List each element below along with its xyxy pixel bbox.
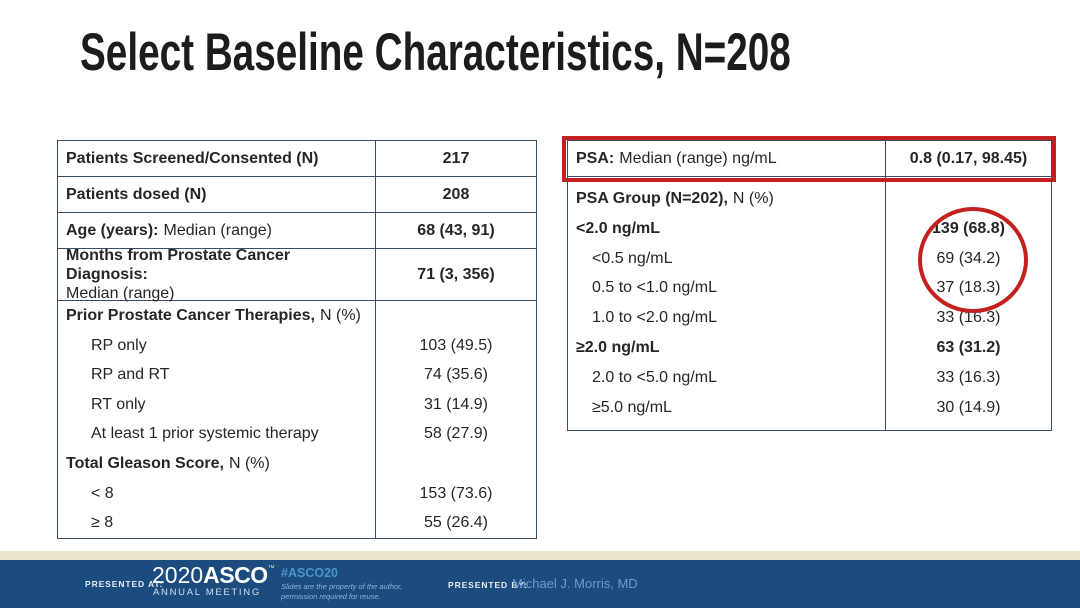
asco-logo-name: ASCO	[203, 562, 268, 588]
table-row-patients-screened: Patients Screened/Consented (N) 217	[58, 141, 536, 177]
item-label: At least 1 prior systemic therapy	[91, 425, 319, 443]
presented-at-label: PRESENTED AT:	[85, 579, 164, 589]
section-labels: PSA Group (N=202), N (%) <2.0 ng/mL <0.5 …	[568, 177, 886, 430]
disclaimer-line: permission required for reuse.	[281, 591, 381, 601]
item-value: 55 (26.4)	[423, 514, 489, 532]
table-row-psa-groups: PSA Group (N=202), N (%) <2.0 ng/mL <0.5 …	[568, 177, 1051, 430]
row-label: Months from Prostate Cancer Diagnosis: M…	[58, 247, 376, 302]
group-label: <2.0 ng/mL	[576, 219, 661, 237]
row-label: Age (years): Median (range)	[58, 213, 376, 248]
item-label: ≥ 8	[91, 514, 114, 532]
row-label-suffix: Median (range)	[163, 221, 272, 239]
presented-by-label: PRESENTED BY:	[448, 580, 529, 590]
item-label: RP only	[91, 336, 147, 354]
table-row-months-from-diagnosis: Months from Prostate Cancer Diagnosis: M…	[58, 247, 536, 302]
table-row-patients-dosed: Patients dosed (N) 208	[58, 177, 536, 213]
item-label: ≥5.0 ng/mL	[592, 398, 672, 416]
item-value: 58 (27.9)	[423, 425, 489, 443]
asco-logo-trademark: ™	[267, 565, 275, 572]
item-value: 153 (73.6)	[419, 484, 493, 502]
presenter-name: Michael J. Morris, MD	[512, 576, 638, 591]
hashtag-text: #ASCO20	[281, 566, 338, 580]
group-value: 139 (68.8)	[932, 219, 1005, 237]
footer-bar	[0, 560, 1080, 608]
row-label-suffix: Median (range)	[66, 285, 175, 302]
row-label-text: Patients dosed (N)	[66, 185, 207, 203]
row-value: 71 (3, 356)	[417, 265, 495, 283]
footer-cream-band	[0, 551, 1080, 560]
row-label: Patients dosed (N)	[58, 177, 376, 212]
item-value: 103 (49.5)	[419, 336, 493, 354]
item-value: 33 (16.3)	[936, 368, 1001, 386]
row-label-text: Patients Screened/Consented (N)	[66, 149, 319, 167]
item-value: 69 (34.2)	[936, 249, 1001, 267]
disclaimer-line: Slides are the property of the author,	[281, 582, 403, 591]
table-row-age: Age (years): Median (range) 68 (43, 91)	[58, 213, 536, 249]
item-label: 1.0 to <2.0 ng/mL	[592, 309, 717, 327]
section-labels: Prior Prostate Cancer Therapies, N (%) RP…	[58, 301, 376, 538]
item-label: 0.5 to <1.0 ng/mL	[592, 279, 717, 297]
table-row-therapies-gleason: Prior Prostate Cancer Therapies, N (%) RP…	[58, 301, 536, 538]
row-value: 68 (43, 91)	[417, 221, 495, 239]
section-header: Total Gleason Score, N (%)	[66, 454, 270, 472]
item-value: 37 (18.3)	[936, 279, 1001, 297]
item-value: 30 (14.9)	[936, 398, 1001, 416]
asco-logo-subtitle: ANNUAL MEETING	[153, 587, 261, 598]
asco-logo: 2020ASCO™	[152, 562, 275, 588]
item-label: RP and RT	[91, 366, 170, 384]
row-value: 0.8 (0.17, 98.45)	[909, 149, 1028, 167]
item-value: 33 (16.3)	[936, 309, 1001, 327]
section-values: 103 (49.5) 74 (35.6) 31 (14.9) 58 (27.9)…	[376, 301, 536, 538]
item-label: RT only	[91, 395, 146, 413]
row-label: PSA: Median (range) ng/mL	[568, 141, 886, 176]
item-value	[376, 449, 536, 479]
row-value: 217	[442, 149, 470, 167]
baseline-characteristics-table: Patients Screened/Consented (N) 217 Pati…	[57, 140, 537, 539]
row-value: 208	[442, 185, 470, 203]
item-label: 2.0 to <5.0 ng/mL	[592, 368, 717, 386]
section-values: 139 (68.8) 69 (34.2) 37 (18.3) 33 (16.3)…	[886, 177, 1051, 430]
asco-logo-year: 2020	[152, 562, 204, 588]
section-header: PSA Group (N=202), N (%)	[576, 190, 774, 207]
table-row-psa-median: PSA: Median (range) ng/mL 0.8 (0.17, 98.4…	[568, 141, 1051, 177]
item-value: 31 (14.9)	[423, 395, 489, 413]
item-label: <0.5 ng/mL	[592, 249, 673, 267]
row-label-text: Months from Prostate Cancer Diagnosis:	[66, 247, 291, 283]
disclaimer-text: Slides are the property of the author, p…	[281, 582, 402, 601]
section-header: Prior Prostate Cancer Therapies, N (%)	[66, 307, 361, 324]
row-label: Patients Screened/Consented (N)	[58, 141, 376, 176]
item-value	[886, 184, 1051, 214]
group-label: ≥2.0 ng/mL	[576, 338, 660, 356]
item-value: 74 (35.6)	[423, 366, 489, 384]
slide-title: Select Baseline Characteristics, N=208	[80, 23, 791, 82]
group-value: 63 (31.2)	[936, 338, 1001, 356]
row-label-text: Age (years):	[66, 221, 159, 239]
item-value	[376, 301, 536, 331]
psa-table: PSA: Median (range) ng/mL 0.8 (0.17, 98.4…	[567, 140, 1052, 431]
item-label: < 8	[91, 484, 114, 502]
